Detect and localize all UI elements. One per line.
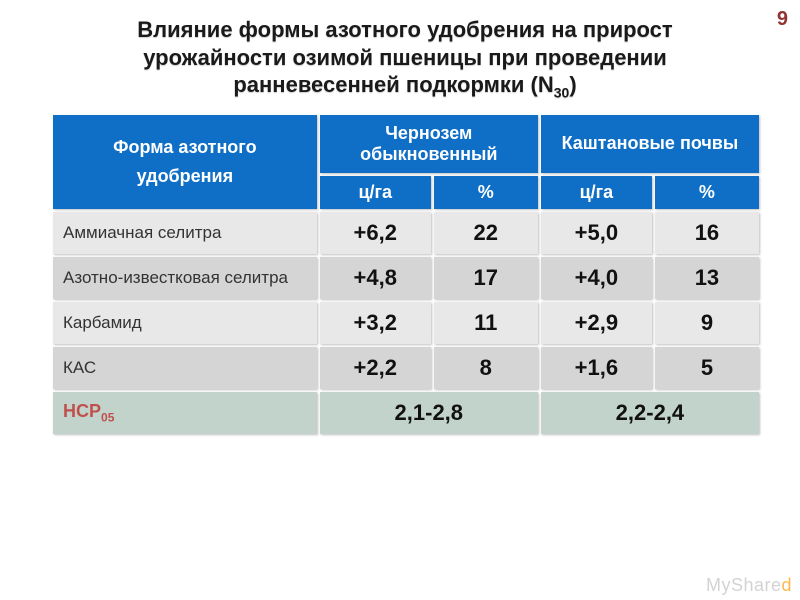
cell-k-pct: 5 (655, 347, 759, 389)
ncp-c-range: 2,1-2,8 (320, 392, 538, 434)
row-label: Карбамид (53, 302, 317, 344)
cell-c-val: +3,2 (320, 302, 431, 344)
cell-k-pct: 9 (655, 302, 759, 344)
cell-c-pct: 8 (434, 347, 538, 389)
header-kashtan: Каштановые почвы (541, 115, 759, 173)
table-container: Форма азотного удобрения Чернозем обыкно… (0, 112, 800, 437)
cell-k-val: +4,0 (541, 257, 652, 299)
ncp-k-range: 2,2-2,4 (541, 392, 759, 434)
watermark-text-b: d (781, 575, 792, 595)
header-chernozem: Чернозем обыкновенный (320, 115, 538, 173)
sub-k-unit: ц/га (541, 176, 652, 209)
ncp-row: НСР052,1-2,82,2-2,4 (53, 392, 759, 434)
table-row: КАС+2,28+1,65 (53, 347, 759, 389)
cell-k-val: +1,6 (541, 347, 652, 389)
row-label: Аммиачная селитра (53, 212, 317, 254)
cell-k-val: +2,9 (541, 302, 652, 344)
page-title: Влияние формы азотного удобрения на прир… (0, 0, 800, 112)
table-row: Азотно-известковая селитра+4,817+4,013 (53, 257, 759, 299)
title-line-3a: ранневесенней подкормки (N (233, 72, 553, 97)
table-row: Карбамид+3,211+2,99 (53, 302, 759, 344)
table-row: Аммиачная селитра+6,222+5,016 (53, 212, 759, 254)
title-line-2: урожайности озимой пшеницы при проведени… (143, 45, 667, 70)
data-table: Форма азотного удобрения Чернозем обыкно… (50, 112, 762, 437)
cell-k-pct: 13 (655, 257, 759, 299)
title-line-1: Влияние формы азотного удобрения на прир… (137, 17, 672, 42)
sub-k-pct: % (655, 176, 759, 209)
ncp-label: НСР05 (53, 392, 317, 434)
row-label: КАС (53, 347, 317, 389)
sub-c-pct: % (434, 176, 538, 209)
watermark-text-a: MyShare (706, 575, 782, 595)
header-form: Форма азотного удобрения (53, 115, 317, 209)
table-body: Аммиачная селитра+6,222+5,016Азотно-изве… (53, 212, 759, 434)
title-subscript: 30 (554, 84, 570, 100)
cell-c-pct: 22 (434, 212, 538, 254)
header-row-1: Форма азотного удобрения Чернозем обыкно… (53, 115, 759, 173)
cell-c-val: +2,2 (320, 347, 431, 389)
cell-c-val: +4,8 (320, 257, 431, 299)
title-line-3b: ) (569, 72, 576, 97)
watermark: MyShared (706, 575, 792, 596)
row-label: Азотно-известковая селитра (53, 257, 317, 299)
slide-number: 9 (777, 8, 788, 31)
cell-c-pct: 11 (434, 302, 538, 344)
sub-c-unit: ц/га (320, 176, 431, 209)
cell-c-pct: 17 (434, 257, 538, 299)
cell-k-pct: 16 (655, 212, 759, 254)
cell-k-val: +5,0 (541, 212, 652, 254)
cell-c-val: +6,2 (320, 212, 431, 254)
